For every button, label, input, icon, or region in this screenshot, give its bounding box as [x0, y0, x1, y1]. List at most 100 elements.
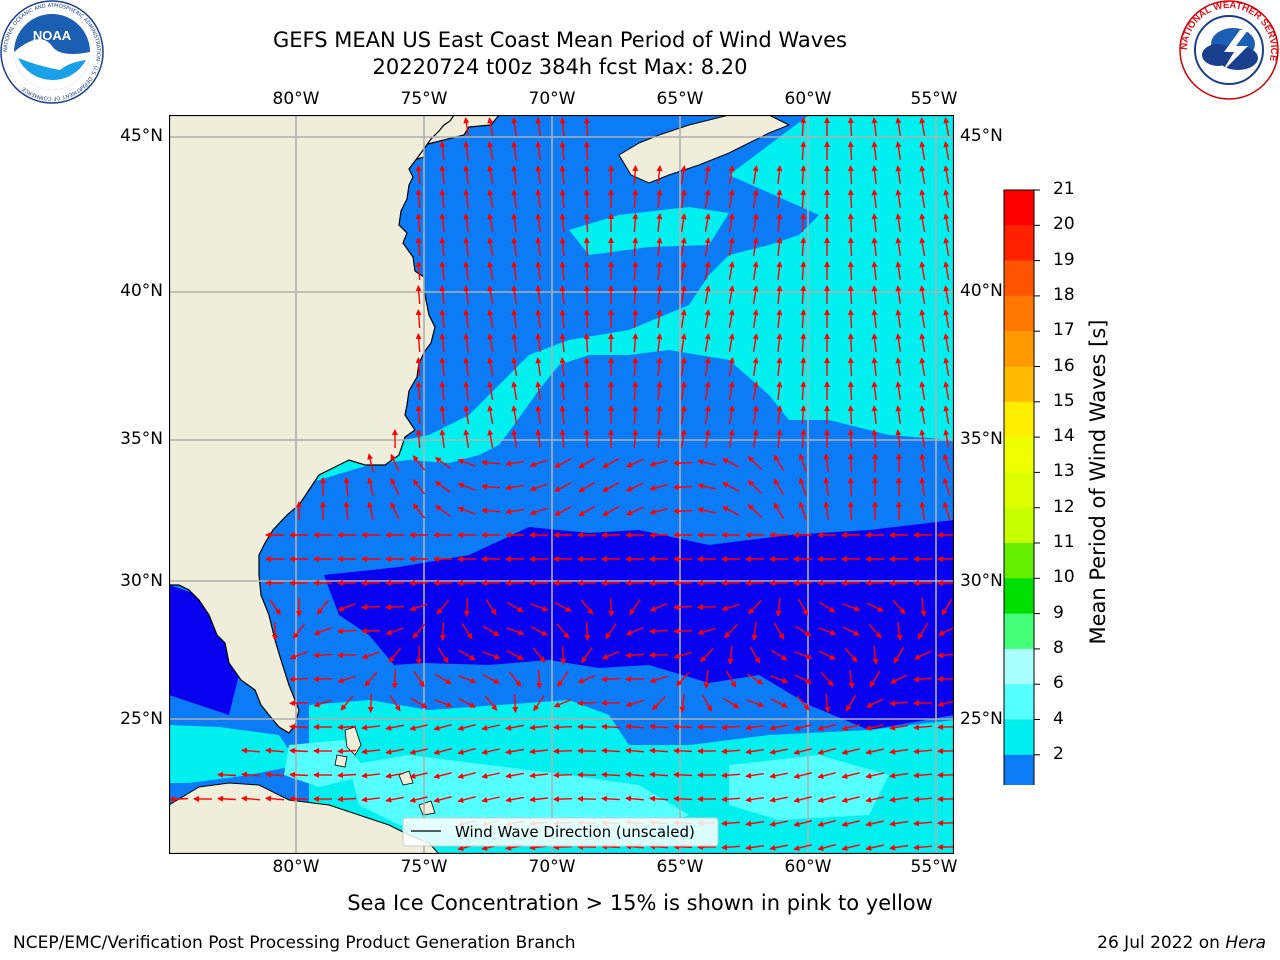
- wind-wave-arrow: [728, 405, 735, 425]
- wind-wave-arrow: [942, 453, 951, 472]
- wind-wave-arrow: [673, 771, 693, 778]
- wind-wave-arrow: [728, 429, 735, 449]
- wind-wave-arrow: [871, 405, 878, 424]
- wind-wave-arrow: [458, 649, 476, 661]
- wind-wave-arrow: [409, 724, 428, 731]
- wind-wave-arrow: [919, 333, 926, 353]
- colorbar-segment: [1004, 613, 1034, 650]
- wind-wave-arrow: [530, 626, 548, 636]
- wind-wave-arrow: [704, 429, 711, 449]
- wind-wave-arrow: [584, 621, 591, 641]
- wind-wave-arrow: [511, 309, 518, 329]
- wind-wave-arrow: [919, 309, 926, 329]
- colorbar-segment: [1004, 295, 1034, 332]
- colorbar-tick-label: 15: [1053, 390, 1075, 411]
- wind-wave-arrow: [793, 820, 812, 827]
- wind-wave-arrow: [800, 237, 807, 257]
- wind-wave-arrow: [439, 165, 446, 184]
- wind-wave-arrow: [505, 796, 525, 803]
- map-legend: Wind Wave Direction (unscaled): [402, 817, 719, 847]
- wind-wave-arrow: [505, 772, 525, 779]
- wind-wave-arrow: [289, 700, 309, 707]
- wind-wave-arrow: [385, 724, 404, 731]
- wind-wave-arrow: [847, 117, 854, 137]
- wind-wave-arrow: [847, 453, 854, 473]
- wind-wave-arrow: [895, 381, 902, 401]
- wind-wave-arrow: [485, 599, 497, 616]
- wind-wave-arrow: [265, 771, 285, 778]
- wind-wave-arrow: [337, 652, 357, 659]
- wind-wave-arrow: [511, 285, 518, 305]
- wind-wave-arrow: [817, 844, 836, 851]
- wind-wave-arrow: [919, 165, 926, 185]
- wind-wave-arrow: [506, 627, 525, 636]
- wind-wave-arrow: [649, 675, 668, 684]
- wind-wave-arrow: [919, 429, 926, 449]
- wind-wave-arrow: [457, 748, 476, 755]
- wind-wave-arrow: [673, 723, 693, 730]
- wind-wave-arrow: [367, 693, 374, 713]
- wind-wave-arrow: [776, 237, 783, 256]
- wind-wave-arrow: [656, 309, 663, 328]
- wind-wave-arrow: [529, 796, 548, 803]
- wind-wave-arrow: [919, 285, 926, 305]
- wind-wave-arrow: [895, 261, 902, 281]
- wind-wave-arrow: [800, 333, 807, 353]
- wind-wave-arrow: [506, 650, 524, 660]
- wind-wave-arrow: [919, 117, 926, 137]
- wind-wave-arrow: [680, 357, 687, 377]
- wind-wave-arrow: [722, 458, 740, 468]
- wind-wave-arrow: [895, 141, 902, 161]
- land-coast-south: [169, 115, 455, 734]
- wind-wave-arrow: [463, 381, 470, 401]
- wind-wave-arrow: [481, 507, 501, 514]
- wind-wave-arrow: [649, 747, 669, 754]
- wind-wave-arrow: [337, 628, 357, 635]
- wind-wave-arrow: [559, 381, 566, 400]
- wind-wave-arrow: [583, 429, 590, 449]
- wind-wave-arrow: [241, 747, 261, 754]
- wind-wave-arrow: [269, 599, 281, 616]
- wind-wave-arrow: [463, 213, 470, 233]
- wind-wave-arrow: [680, 405, 687, 425]
- wind-wave-arrow: [749, 646, 761, 664]
- wind-wave-arrow: [895, 333, 902, 353]
- wind-wave-arrow: [559, 357, 566, 376]
- wind-wave-arrow: [770, 675, 789, 684]
- wind-wave-arrow: [721, 820, 741, 827]
- wind-wave-arrow: [605, 623, 617, 640]
- wind-wave-arrow: [559, 429, 566, 448]
- wind-wave-arrow: [871, 141, 878, 160]
- wind-wave-arrow: [673, 460, 693, 467]
- wind-wave-arrow: [943, 429, 950, 449]
- wind-wave-arrow: [680, 381, 687, 401]
- wind-wave-arrow: [841, 724, 860, 731]
- ocean-4-6s-gulf: [169, 725, 299, 783]
- wind-wave-arrow: [871, 309, 878, 328]
- wind-wave-arrow: [673, 484, 693, 491]
- wind-wave-arrow: [583, 117, 590, 137]
- wind-wave-arrow: [769, 772, 788, 779]
- wind-wave-arrow: [217, 771, 237, 778]
- wind-wave-arrow: [937, 626, 954, 636]
- wind-wave-arrow: [577, 700, 597, 707]
- wind-wave-arrow: [776, 333, 783, 352]
- wind-wave-arrow: [415, 333, 422, 353]
- wind-wave-arrow: [747, 456, 762, 470]
- wind-wave-arrow: [943, 357, 950, 377]
- wind-wave-arrow: [601, 723, 621, 730]
- wind-wave-arrow: [559, 333, 566, 352]
- wind-wave-arrow: [823, 501, 830, 521]
- wind-wave-arrow: [602, 458, 620, 468]
- wind-wave-arrow: [601, 771, 621, 778]
- wind-wave-arrow: [800, 405, 807, 425]
- wind-wave-arrow: [434, 457, 451, 469]
- wind-wave-arrow: [559, 285, 566, 304]
- wind-wave-arrow: [800, 165, 807, 185]
- wind-wave-arrow: [800, 381, 807, 401]
- wind-wave-arrow: [482, 651, 501, 660]
- wind-wave-arrow: [704, 309, 711, 329]
- wind-wave-arrow: [704, 261, 711, 281]
- wind-wave-arrow: [724, 624, 738, 639]
- wind-wave-arrow: [769, 796, 788, 803]
